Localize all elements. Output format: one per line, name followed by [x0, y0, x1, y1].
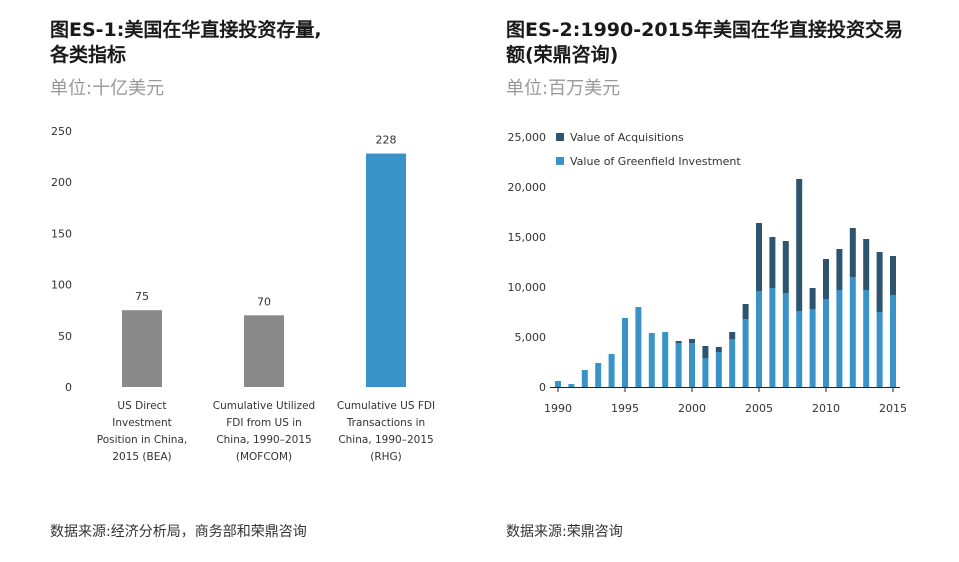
- bar-segment: [769, 237, 776, 288]
- bar-segment: [635, 307, 642, 387]
- bar-segment: [756, 223, 762, 291]
- category-label: Transactions in: [346, 417, 425, 429]
- bar-segment: [769, 288, 776, 387]
- category-label: China, 1990–2015: [338, 434, 433, 446]
- left-title-line2: 各类指标: [50, 44, 127, 66]
- bar-segment: [782, 241, 789, 293]
- bar-segment: [689, 339, 695, 343]
- category-label: (RHG): [370, 451, 402, 463]
- y-tick-label: 50: [58, 330, 72, 343]
- category-label: Investment: [112, 417, 171, 429]
- bar-segment: [675, 343, 682, 387]
- bar-segment: [595, 363, 602, 387]
- y-tick-label: 0: [539, 381, 546, 394]
- bar-segment: [836, 290, 843, 387]
- bar-segment: [702, 346, 709, 358]
- bar-segment: [689, 343, 695, 387]
- x-tick-label: 1990: [544, 402, 572, 415]
- category-label: Cumulative US FDI: [337, 400, 435, 412]
- bar-segment: [729, 332, 736, 339]
- left-unit-label: 单位:十亿美元: [50, 78, 165, 99]
- y-tick-label: 5,000: [515, 331, 547, 344]
- x-tick-label: 1995: [611, 402, 639, 415]
- right-title-line2: 额(荣鼎咨询): [506, 44, 619, 66]
- category-label: Cumulative Utilized: [213, 400, 315, 412]
- bar-segment: [863, 290, 870, 387]
- bar-segment: [876, 252, 883, 312]
- bar-segment: [742, 319, 749, 387]
- bar-segment: [836, 249, 843, 290]
- left-title-line1: 图ES-1:美国在华直接投资存量,: [50, 19, 322, 41]
- category-label: US Direct: [117, 400, 166, 412]
- bar-segment: [568, 384, 575, 387]
- x-tick-label: 2010: [812, 402, 840, 415]
- x-tick-label: 2005: [745, 402, 773, 415]
- data-label: 228: [376, 134, 397, 147]
- bar-segment: [849, 277, 856, 387]
- left-source-note: 数据来源:经济分析局，商务部和荣鼎咨询: [50, 524, 307, 540]
- bar-segment: [863, 239, 870, 290]
- y-tick-label: 100: [51, 279, 72, 292]
- bar-segment: [675, 341, 682, 343]
- data-label: 75: [135, 290, 149, 303]
- bar: [122, 310, 162, 387]
- bar-segment: [890, 256, 896, 295]
- x-tick-label: 2000: [678, 402, 706, 415]
- left-chart-title: 图ES-1:美国在华直接投资存量, 各类指标: [50, 18, 322, 68]
- bar-segment: [796, 179, 803, 311]
- legend-swatch: [556, 133, 564, 141]
- legend-label: Value of Greenfield Investment: [570, 155, 741, 168]
- bar-segment: [702, 358, 709, 387]
- bar-segment: [648, 333, 655, 387]
- bar-segment: [890, 295, 896, 387]
- y-tick-label: 150: [51, 227, 72, 240]
- right-chart-title: 图ES-2:1990-2015年美国在华直接投资交易 额(荣鼎咨询): [506, 18, 903, 68]
- bar-segment: [849, 228, 856, 277]
- bar-segment: [782, 293, 789, 387]
- bar-segment: [876, 312, 883, 387]
- bar-segment: [756, 291, 762, 387]
- bar-segment: [796, 311, 803, 387]
- x-tick-label: 2015: [879, 402, 907, 415]
- right-source-note: 数据来源:荣鼎咨询: [506, 524, 623, 540]
- category-label: Position in China,: [97, 434, 187, 446]
- y-tick-label: 25,000: [508, 131, 547, 144]
- bar-segment: [622, 318, 628, 387]
- category-label: 2015 (BEA): [112, 451, 171, 463]
- bar-segment: [823, 299, 829, 387]
- bar-segment: [608, 354, 615, 387]
- y-tick-label: 250: [51, 125, 72, 138]
- bar-segment: [715, 347, 722, 352]
- category-label: China, 1990–2015: [216, 434, 311, 446]
- bar: [244, 315, 284, 387]
- bar-segment: [581, 370, 588, 387]
- y-tick-label: 0: [65, 381, 72, 394]
- y-tick-label: 10,000: [508, 281, 547, 294]
- category-label: (MOFCOM): [236, 451, 292, 463]
- data-label: 70: [257, 295, 271, 308]
- bar-segment: [662, 332, 669, 387]
- bar-segment: [555, 381, 561, 387]
- right-title-line1: 图ES-2:1990-2015年美国在华直接投资交易: [506, 19, 904, 41]
- bar-segment: [715, 352, 722, 387]
- bar-segment: [823, 259, 829, 299]
- y-tick-label: 200: [51, 176, 72, 189]
- bar-segment: [742, 304, 749, 319]
- bar: [366, 153, 406, 387]
- bar-segment: [729, 339, 736, 387]
- y-tick-label: 20,000: [508, 181, 547, 194]
- legend-swatch: [556, 157, 564, 165]
- category-label: FDI from US in: [226, 417, 302, 429]
- right-unit-label: 单位:百万美元: [506, 78, 621, 99]
- bar-segment: [809, 288, 816, 309]
- bar-segment: [809, 309, 816, 387]
- legend-label: Value of Acquisitions: [570, 131, 684, 144]
- y-tick-label: 15,000: [508, 231, 547, 244]
